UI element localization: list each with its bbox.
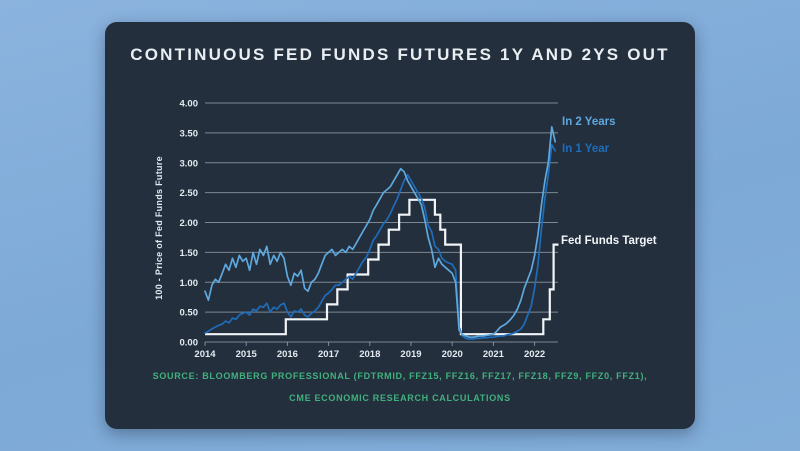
- source-line-2: CME ECONOMIC RESEARCH CALCULATIONS: [289, 393, 511, 403]
- svg-text:2018: 2018: [359, 349, 380, 360]
- legend-in-1-year: In 1 Year: [562, 143, 610, 155]
- svg-text:1.00: 1.00: [180, 278, 199, 289]
- svg-text:4.00: 4.00: [180, 99, 199, 110]
- svg-text:1.50: 1.50: [180, 248, 199, 259]
- svg-text:2014: 2014: [194, 349, 216, 360]
- svg-text:2019: 2019: [400, 349, 421, 360]
- svg-text:2.00: 2.00: [180, 218, 199, 229]
- svg-text:2022: 2022: [524, 349, 545, 360]
- legend-in-2-years: In 2 Years: [562, 116, 616, 128]
- svg-text:2017: 2017: [318, 349, 339, 360]
- svg-text:2015: 2015: [236, 349, 258, 360]
- legend-fed-funds-target: Fed Funds Target: [561, 235, 657, 247]
- svg-text:3.50: 3.50: [180, 128, 199, 139]
- svg-text:2.50: 2.50: [180, 188, 199, 199]
- chart-title: CONTINUOUS FED FUNDS FUTURES 1Y AND 2YS …: [130, 45, 670, 64]
- svg-text:2020: 2020: [442, 349, 463, 360]
- svg-text:2016: 2016: [277, 349, 298, 360]
- svg-text:100 - Price of Fed Funds Futur: 100 - Price of Fed Funds Future: [154, 156, 164, 300]
- svg-text:0.50: 0.50: [180, 308, 199, 319]
- chart-card: CONTINUOUS FED FUNDS FUTURES 1Y AND 2YS …: [105, 22, 695, 429]
- svg-text:2021: 2021: [483, 349, 505, 360]
- chart-svg: 0.00 0.50 1.00 1.50 2.00 2.50 3.00 3.50 4.00 2014…: [154, 99, 559, 360]
- svg-text:3.00: 3.00: [180, 158, 199, 169]
- source-line-1: SOURCE: BLOOMBERG PROFESSIONAL (FDTRMID,…: [152, 371, 648, 381]
- svg-text:0.00: 0.00: [180, 338, 199, 349]
